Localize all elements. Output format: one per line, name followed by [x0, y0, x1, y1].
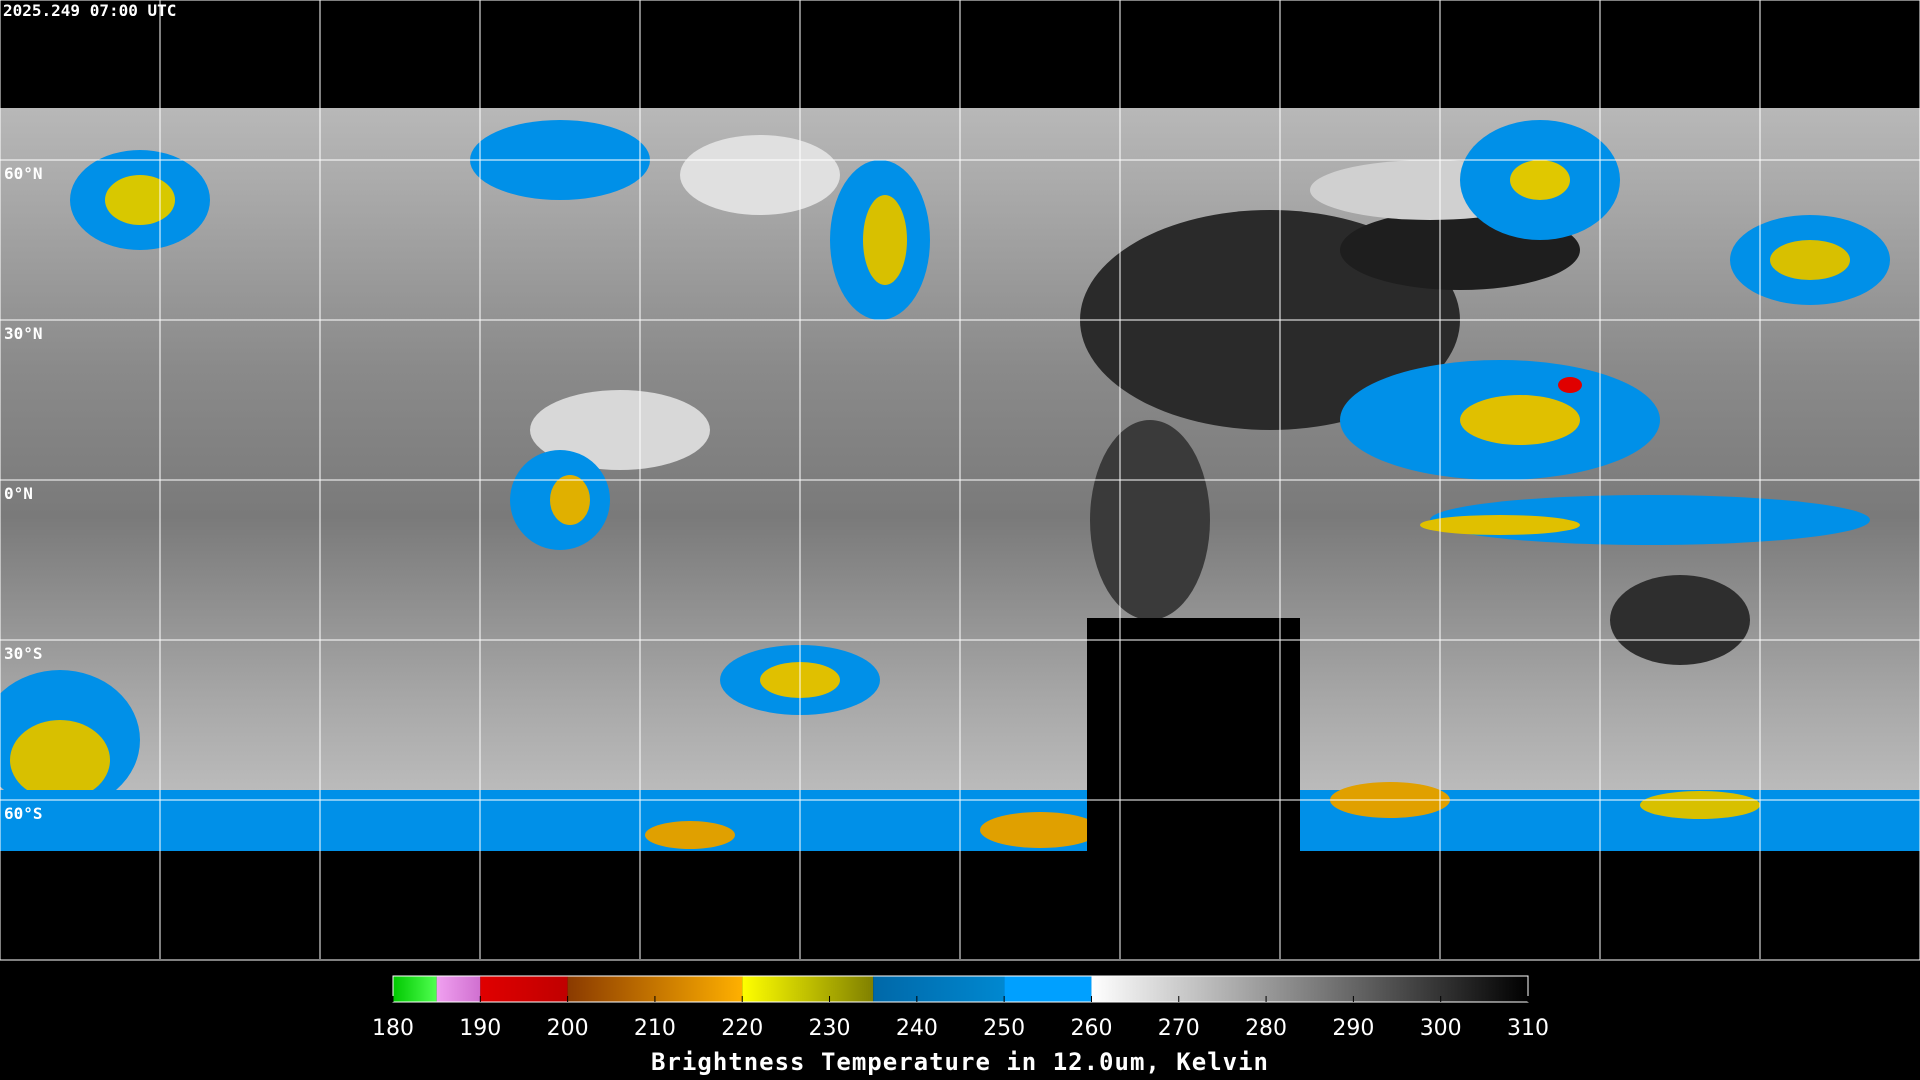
colorbar-tick-label: 240: [896, 1016, 938, 1041]
cloud: [530, 390, 710, 470]
colorbar-tick-label: 260: [1070, 1016, 1112, 1041]
lat-label: 60°S: [4, 804, 43, 823]
colorbar-segment: [436, 976, 481, 1002]
colorbar-tick-label: 200: [547, 1016, 589, 1041]
colorbar-tick-label: 190: [459, 1016, 501, 1041]
colorbar-title: Brightness Temperature in 12.0um, Kelvin: [651, 1048, 1269, 1076]
dry-region: [1090, 420, 1210, 620]
colorbar-tick-label: 250: [983, 1016, 1025, 1041]
no-data: [1087, 618, 1300, 851]
graticule: [0, 0, 1920, 959]
dry-region: [1610, 575, 1750, 665]
colorbar-tick-label: 290: [1332, 1016, 1374, 1041]
colorbar-segment: [873, 976, 1005, 1002]
colorbar-tick-label: 210: [634, 1016, 676, 1041]
timestamp: 2025.249 07:00 UTC: [3, 1, 176, 20]
colorbar-segment: [1004, 976, 1092, 1002]
colorbar-segment: [742, 976, 874, 1002]
colorbar-tick-label: 310: [1507, 1016, 1549, 1041]
lat-label: 0°N: [4, 484, 33, 503]
lat-label: 30°N: [4, 324, 43, 343]
colorbar-tick-label: 220: [721, 1016, 763, 1041]
colorbar-tick-label: 180: [372, 1016, 414, 1041]
lat-label: 60°N: [4, 164, 43, 183]
lat-label: 30°S: [4, 644, 43, 663]
cloud: [680, 135, 840, 215]
colorbar-segment: [480, 976, 568, 1002]
colorbar-segment: [393, 976, 437, 1002]
colorbar-tick-label: 280: [1245, 1016, 1287, 1041]
colorbar-tick-label: 230: [809, 1016, 851, 1041]
colorbar-tick-label: 270: [1158, 1016, 1200, 1041]
colorbar-frame: [392, 975, 1529, 1003]
colorbar-segment: [1091, 976, 1528, 1002]
colorbar-tick-label: 300: [1420, 1016, 1462, 1041]
